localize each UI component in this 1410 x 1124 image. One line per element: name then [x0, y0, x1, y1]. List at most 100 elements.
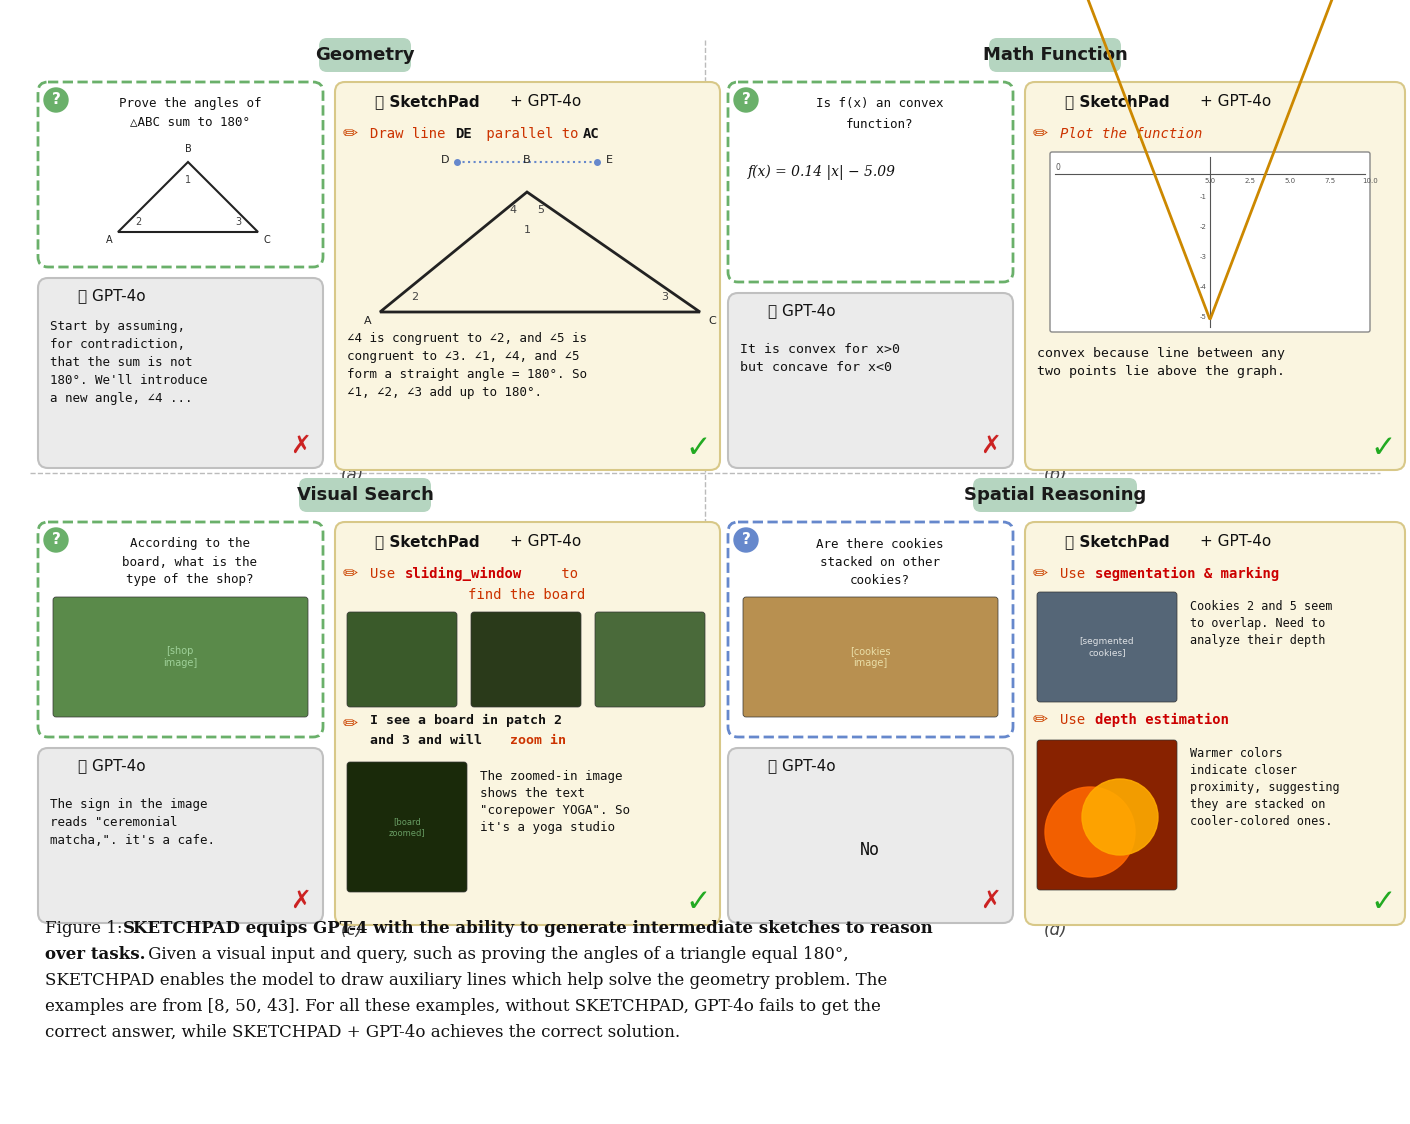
Text: D: D [441, 155, 450, 165]
Text: Plot the function: Plot the function [1060, 127, 1203, 140]
Text: correct answer, while SKETCHPAD + GPT-4o achieves the correct solution.: correct answer, while SKETCHPAD + GPT-4o… [45, 1024, 680, 1041]
Text: ✗: ✗ [290, 434, 312, 457]
Circle shape [1081, 779, 1158, 855]
Text: Use: Use [1060, 713, 1094, 727]
Text: ✏: ✏ [1032, 565, 1048, 583]
Text: ✏: ✏ [343, 125, 358, 143]
Text: ?: ? [52, 533, 61, 547]
FancyBboxPatch shape [728, 522, 1012, 737]
Text: ✏: ✏ [1032, 711, 1048, 729]
FancyBboxPatch shape [471, 611, 581, 707]
Text: -5: -5 [1200, 314, 1207, 320]
FancyBboxPatch shape [1025, 522, 1404, 925]
Text: sliding_window: sliding_window [405, 566, 522, 581]
Text: [segmented
cookies]: [segmented cookies] [1080, 637, 1134, 656]
Text: C: C [708, 316, 716, 326]
Text: Cookies 2 and 5 seem
to overlap. Need to
analyze their depth: Cookies 2 and 5 seem to overlap. Need to… [1190, 600, 1332, 647]
Text: 5: 5 [537, 205, 544, 215]
Circle shape [735, 88, 759, 112]
Circle shape [44, 88, 68, 112]
FancyBboxPatch shape [743, 597, 998, 717]
Text: ✓: ✓ [685, 434, 711, 462]
Text: 1: 1 [523, 225, 530, 235]
Text: C: C [264, 235, 269, 245]
FancyBboxPatch shape [38, 278, 323, 468]
Text: Use: Use [1060, 566, 1094, 581]
Text: The zoomed-in image
shows the text
"corepower YOGA". So
it's a yoga studio: The zoomed-in image shows the text "core… [479, 770, 630, 834]
Text: + GPT-4o: + GPT-4o [1200, 94, 1272, 109]
Text: over tasks.: over tasks. [45, 946, 145, 963]
Text: ✏: ✏ [343, 565, 358, 583]
FancyBboxPatch shape [336, 82, 721, 470]
FancyBboxPatch shape [728, 747, 1012, 923]
Circle shape [1045, 787, 1135, 877]
Text: 🤖 GPT-4o: 🤖 GPT-4o [768, 303, 836, 318]
Text: A: A [364, 316, 372, 326]
Text: -1: -1 [1200, 194, 1207, 200]
Text: + GPT-4o: + GPT-4o [1200, 535, 1272, 550]
Text: ?: ? [742, 533, 750, 547]
Text: 🖼 SketchPad: 🖼 SketchPad [1065, 535, 1170, 550]
Text: (a): (a) [340, 466, 364, 484]
Text: DE: DE [455, 127, 472, 140]
Text: Figure 1:: Figure 1: [45, 921, 128, 937]
Text: 0: 0 [1055, 163, 1060, 172]
Text: A: A [106, 235, 113, 245]
FancyBboxPatch shape [299, 478, 431, 513]
Text: I see a board in patch 2: I see a board in patch 2 [369, 714, 563, 726]
Text: depth estimation: depth estimation [1096, 713, 1230, 727]
Text: SKETCHPAD enables the model to draw auxiliary lines which help solve the geometr: SKETCHPAD enables the model to draw auxi… [45, 972, 887, 989]
FancyBboxPatch shape [38, 522, 323, 737]
Text: ✓: ✓ [1371, 888, 1396, 917]
Circle shape [735, 528, 759, 552]
Text: 2: 2 [135, 217, 141, 227]
Text: 3: 3 [235, 217, 241, 227]
Text: 10.0: 10.0 [1362, 178, 1378, 183]
Text: -2: -2 [1200, 224, 1207, 230]
Text: to: to [553, 566, 578, 581]
Text: f(x) = 0.14 |x| − 5.09: f(x) = 0.14 |x| − 5.09 [747, 164, 895, 180]
Text: board, what is the: board, what is the [123, 555, 258, 569]
Text: Is f(x) an convex: Is f(x) an convex [816, 98, 943, 110]
FancyBboxPatch shape [595, 611, 705, 707]
Text: 🖼 SketchPad: 🖼 SketchPad [1065, 94, 1170, 109]
Text: 3: 3 [661, 292, 668, 302]
Text: 5.0: 5.0 [1204, 178, 1215, 183]
Text: 2.5: 2.5 [1245, 178, 1255, 183]
FancyBboxPatch shape [728, 293, 1012, 468]
Text: stacked on other: stacked on other [821, 555, 940, 569]
Text: It is convex for x>0
but concave for x<0: It is convex for x>0 but concave for x<0 [740, 343, 900, 374]
Text: ✓: ✓ [1371, 434, 1396, 462]
FancyBboxPatch shape [347, 762, 467, 892]
Circle shape [44, 528, 68, 552]
Text: According to the: According to the [130, 537, 250, 551]
FancyBboxPatch shape [347, 611, 457, 707]
Text: Spatial Reasoning: Spatial Reasoning [964, 486, 1146, 504]
Text: zoom in: zoom in [510, 734, 565, 746]
FancyBboxPatch shape [319, 38, 410, 72]
Text: 🤖 GPT-4o: 🤖 GPT-4o [768, 759, 836, 773]
FancyBboxPatch shape [1036, 740, 1177, 890]
Text: E: E [605, 155, 612, 165]
Text: convex because line between any
two points lie above the graph.: convex because line between any two poin… [1036, 347, 1285, 378]
Text: Prove the angles of: Prove the angles of [118, 98, 261, 110]
Text: B: B [185, 144, 192, 154]
Text: find the board: find the board [468, 588, 585, 602]
Text: AC: AC [582, 127, 599, 140]
Text: [board
zoomed]: [board zoomed] [389, 817, 426, 836]
Text: examples are from [8, 50, 43]. For all these examples, without SKETCHPAD, GPT-4o: examples are from [8, 50, 43]. For all t… [45, 998, 881, 1015]
Text: -4: -4 [1200, 284, 1207, 290]
Text: parallel to: parallel to [478, 127, 587, 140]
Text: and 3 and will: and 3 and will [369, 734, 491, 746]
Text: ∠4 is congruent to ∠2, and ∠5 is
congruent to ∠3. ∠1, ∠4, and ∠5
form a straight: ∠4 is congruent to ∠2, and ∠5 is congrue… [347, 332, 587, 399]
FancyBboxPatch shape [38, 82, 323, 268]
Text: Are there cookies: Are there cookies [816, 537, 943, 551]
Text: [cookies
image]: [cookies image] [850, 646, 890, 668]
FancyBboxPatch shape [1025, 82, 1404, 470]
Text: ?: ? [742, 92, 750, 108]
FancyBboxPatch shape [38, 747, 323, 923]
Text: B: B [523, 155, 530, 165]
Text: type of the shop?: type of the shop? [127, 573, 254, 587]
Text: (d): (d) [1043, 921, 1067, 939]
FancyBboxPatch shape [728, 82, 1012, 282]
